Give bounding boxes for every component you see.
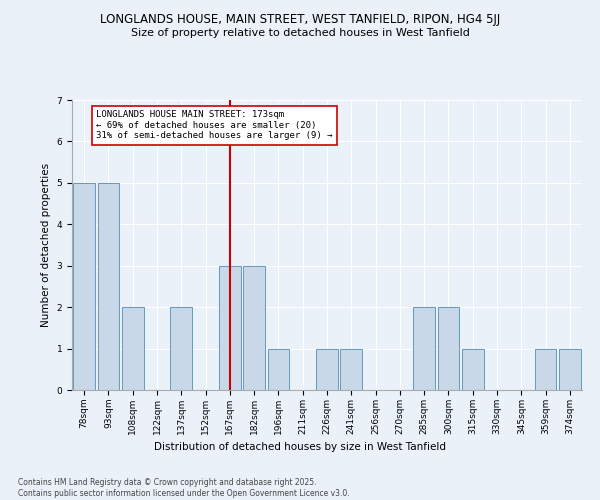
Bar: [219, 266, 241, 390]
Text: Contains HM Land Registry data © Crown copyright and database right 2025.
Contai: Contains HM Land Registry data © Crown c…: [18, 478, 350, 498]
Text: LONGLANDS HOUSE, MAIN STREET, WEST TANFIELD, RIPON, HG4 5JJ: LONGLANDS HOUSE, MAIN STREET, WEST TANFI…: [100, 12, 500, 26]
Bar: [73, 183, 95, 390]
Bar: [97, 183, 119, 390]
Y-axis label: Number of detached properties: Number of detached properties: [41, 163, 51, 327]
Bar: [316, 348, 338, 390]
Bar: [535, 348, 556, 390]
Bar: [559, 348, 581, 390]
Bar: [170, 307, 192, 390]
Text: Size of property relative to detached houses in West Tanfield: Size of property relative to detached ho…: [131, 28, 469, 38]
Text: LONGLANDS HOUSE MAIN STREET: 173sqm
← 69% of detached houses are smaller (20)
31: LONGLANDS HOUSE MAIN STREET: 173sqm ← 69…: [96, 110, 333, 140]
Text: Distribution of detached houses by size in West Tanfield: Distribution of detached houses by size …: [154, 442, 446, 452]
Bar: [462, 348, 484, 390]
Bar: [268, 348, 289, 390]
Bar: [437, 307, 460, 390]
Bar: [243, 266, 265, 390]
Bar: [340, 348, 362, 390]
Bar: [413, 307, 435, 390]
Bar: [122, 307, 143, 390]
